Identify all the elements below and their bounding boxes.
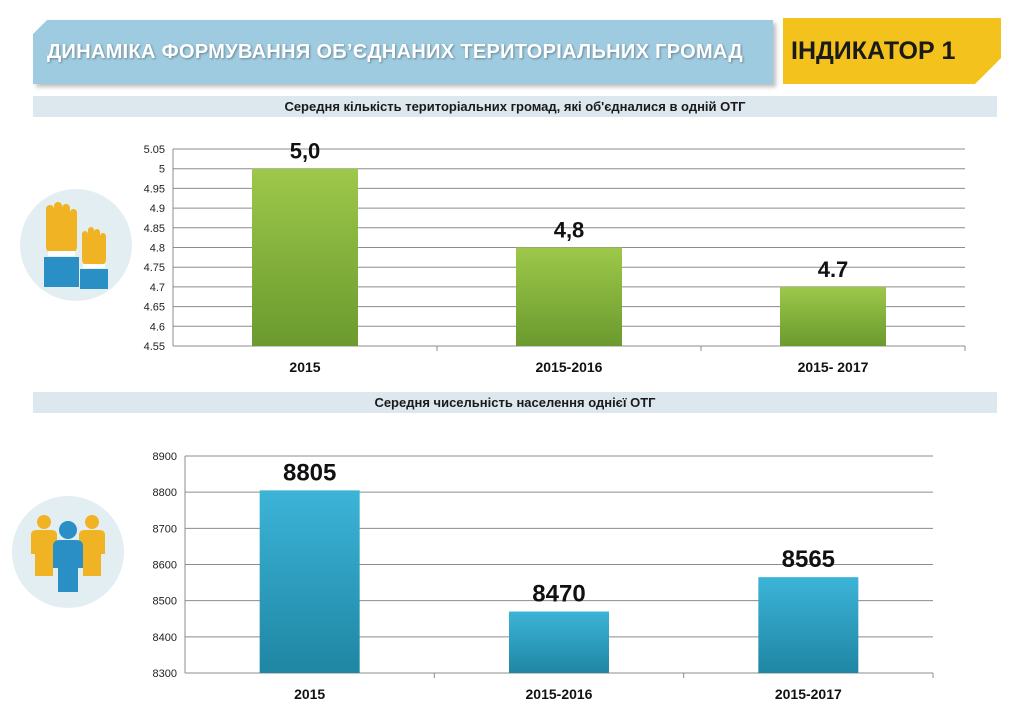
- y-tick-label: 5: [159, 164, 165, 176]
- y-tick-label: 8500: [153, 596, 177, 608]
- chart-population: 8300 8400 8500 8600 8700 8800 8900 8805 2015 8470…: [153, 451, 934, 702]
- bar: [516, 247, 622, 346]
- bar: [780, 286, 886, 346]
- title-banner: ДИНАМІКА ФОРМУВАННЯ ОБ’ЄДНАНИХ ТЕРИТОРІА…: [33, 20, 773, 84]
- y-tick-label: 4.9: [150, 203, 165, 215]
- y-tick-label: 8900: [153, 451, 177, 463]
- section-title-communities: Середня кількість територіальних громад,…: [33, 96, 997, 117]
- y-tick-label: 4.65: [144, 302, 165, 314]
- bar: [758, 577, 859, 673]
- y-tick-label: 8400: [153, 632, 177, 644]
- y-tick-label: 8800: [153, 487, 177, 499]
- x-category-label: 2015-2017: [775, 686, 842, 702]
- data-label: 8805: [283, 459, 336, 486]
- x-category-label: 2015-2016: [536, 359, 603, 375]
- banner-corner: [33, 20, 47, 34]
- y-tick-label: 8600: [153, 560, 177, 572]
- bar: [252, 168, 358, 346]
- data-label: 8565: [782, 546, 835, 573]
- x-category-label: 2015: [289, 359, 320, 375]
- indicator-badge-label: ІНДИКАТОР 1: [791, 37, 956, 65]
- badge-fold-inner: [979, 62, 997, 80]
- x-category-label: 2015: [294, 686, 325, 702]
- y-tick-label: 4.95: [144, 183, 165, 195]
- bar: [509, 611, 609, 673]
- data-label: 4.7: [818, 257, 849, 282]
- x-category-label: 2015-2016: [526, 686, 593, 702]
- data-label: 8470: [532, 581, 585, 608]
- y-tick-label: 4.75: [144, 262, 165, 274]
- chart-communities: 4.55 4.6 4.65 4.7 4.75 4.8 4.85 4.9 4.95 5 5.05 5,0…: [144, 139, 966, 375]
- y-tick-label: 4.7: [150, 282, 165, 294]
- x-category-label: 2015- 2017: [798, 359, 869, 375]
- data-label: 4,8: [554, 218, 585, 243]
- indicator-badge: ІНДИКАТОР 1: [783, 18, 1001, 84]
- bar: [259, 490, 360, 673]
- y-tick-label: 8300: [153, 668, 177, 680]
- section-title-population: Середня чисельність населення однієї ОТГ: [33, 392, 997, 413]
- y-tick-label: 4.55: [144, 341, 165, 353]
- data-label: 5,0: [290, 139, 321, 164]
- y-tick-label: 4.85: [144, 223, 165, 235]
- raised-hands-icon: [20, 189, 132, 301]
- y-tick-label: 4.8: [150, 243, 165, 255]
- y-tick-label: 5.05: [144, 144, 165, 156]
- y-tick-label: 4.6: [150, 321, 165, 333]
- y-tick-label: 8700: [153, 523, 177, 535]
- page-title: ДИНАМІКА ФОРМУВАННЯ ОБ’ЄДНАНИХ ТЕРИТОРІА…: [47, 41, 743, 63]
- people-group-icon: [12, 496, 124, 608]
